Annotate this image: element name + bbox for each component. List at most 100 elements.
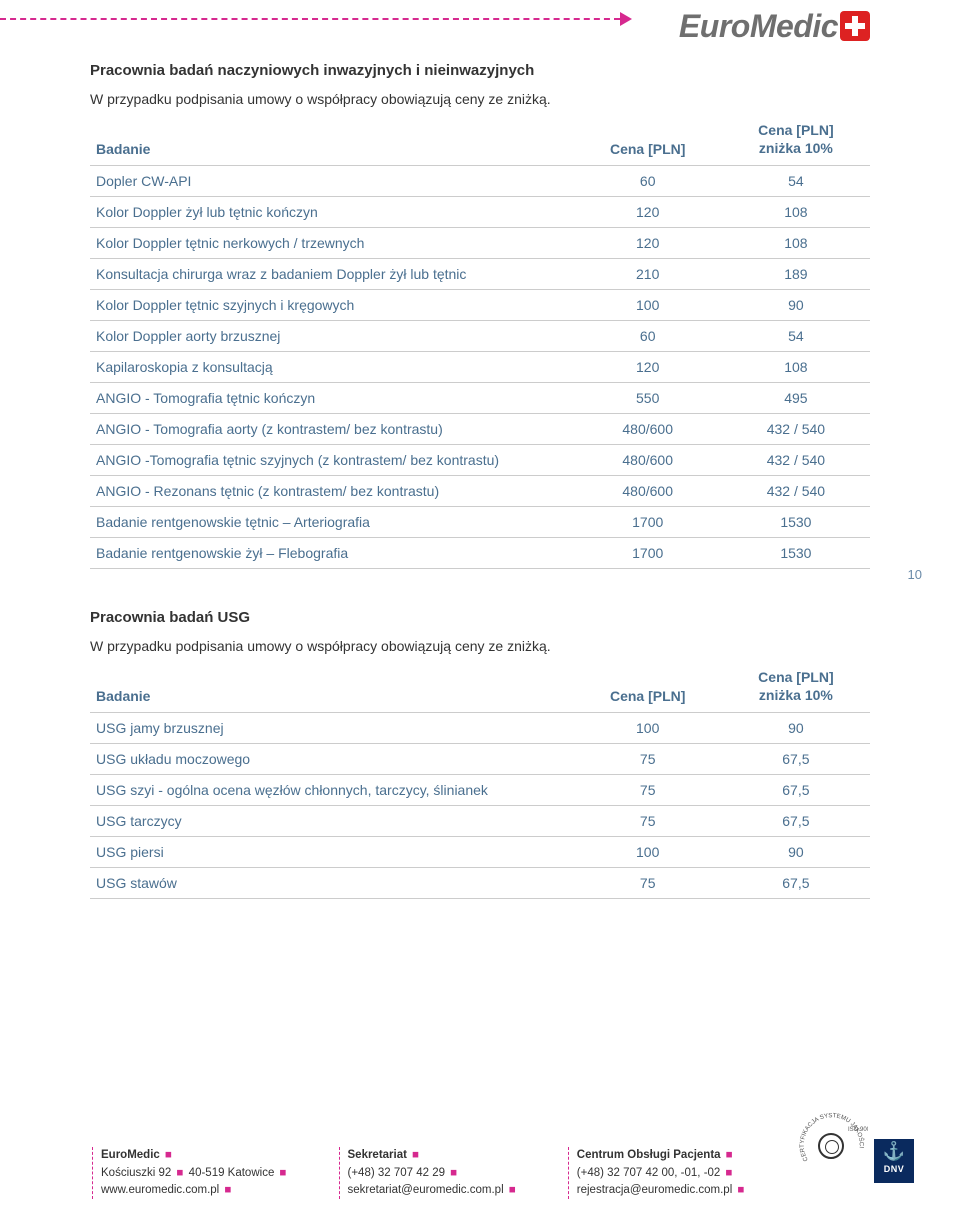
- cell-discount: 1530: [722, 538, 870, 569]
- cell-name: USG jamy brzusznej: [90, 713, 574, 744]
- col-znizka: Cena [PLN] zniżka 10%: [722, 664, 870, 713]
- table-row: Kapilaroskopia z konsultacją120108: [90, 352, 870, 383]
- cell-price: 75: [574, 806, 722, 837]
- footer-col-company: EuroMedic ■ Kościuszki 92 ■ 40-519 Katow…: [92, 1147, 289, 1199]
- cell-price: 120: [574, 352, 722, 383]
- cell-name: USG układu moczowego: [90, 744, 574, 775]
- svg-text:ISO 9001: ISO 9001: [848, 1127, 868, 1133]
- cell-discount: 108: [722, 197, 870, 228]
- footer-col-secretariat: Sekretariat ■ (+48) 32 707 42 29 ■ sekre…: [339, 1147, 518, 1199]
- cell-discount: 432 / 540: [722, 445, 870, 476]
- cross-icon: [840, 11, 870, 41]
- cell-name: Konsultacja chirurga wraz z badaniem Dop…: [90, 259, 574, 290]
- table-row: ANGIO - Rezonans tętnic (z kontrastem/ b…: [90, 476, 870, 507]
- cell-discount: 1530: [722, 507, 870, 538]
- page-content: Pracownia badań naczyniowych inwazyjnych…: [90, 62, 870, 899]
- cell-price: 1700: [574, 507, 722, 538]
- cell-discount: 90: [722, 837, 870, 868]
- table-header-row: .Badanie .Cena [PLN] Cena [PLN] zniżka 1…: [90, 664, 870, 713]
- cell-name: Kolor Doppler tętnic nerkowych / trzewny…: [90, 228, 574, 259]
- cell-discount: 54: [722, 321, 870, 352]
- header-dashed-line: [0, 18, 620, 20]
- cell-name: ANGIO - Tomografia aorty (z kontrastem/ …: [90, 414, 574, 445]
- col-cena: .Cena [PLN]: [574, 664, 722, 713]
- cell-name: USG stawów: [90, 868, 574, 899]
- cell-name: Badanie rentgenowskie tętnic – Arteriogr…: [90, 507, 574, 538]
- cell-name: Kolor Doppler żył lub tętnic kończyn: [90, 197, 574, 228]
- col-badanie: .Badanie: [90, 664, 574, 713]
- col-znizka: Cena [PLN] zniżka 10%: [722, 117, 870, 166]
- table-row: Kolor Doppler aorty brzusznej6054: [90, 321, 870, 352]
- table-header-row: .Badanie .Cena [PLN] Cena [PLN] zniżka 1…: [90, 117, 870, 166]
- cell-discount: 108: [722, 228, 870, 259]
- cell-discount: 108: [722, 352, 870, 383]
- col-cena: .Cena [PLN]: [574, 117, 722, 166]
- cell-discount: 67,5: [722, 806, 870, 837]
- cell-price: 480/600: [574, 445, 722, 476]
- cell-price: 210: [574, 259, 722, 290]
- cert-circle-icon: [818, 1133, 844, 1159]
- cell-discount: 432 / 540: [722, 476, 870, 507]
- cell-price: 60: [574, 321, 722, 352]
- cell-price: 75: [574, 744, 722, 775]
- table-row: USG układu moczowego7567,5: [90, 744, 870, 775]
- section2-title: Pracownia badań USG: [90, 609, 870, 626]
- table-row: USG piersi10090: [90, 837, 870, 868]
- cell-price: 480/600: [574, 476, 722, 507]
- cell-discount: 67,5: [722, 744, 870, 775]
- cell-name: Dopler CW-API: [90, 166, 574, 197]
- section1-subtext: W przypadku podpisania umowy o współprac…: [90, 91, 870, 107]
- cell-discount: 90: [722, 290, 870, 321]
- anchor-icon: ⚓: [883, 1139, 905, 1162]
- cell-name: USG piersi: [90, 837, 574, 868]
- cell-discount: 432 / 540: [722, 414, 870, 445]
- table-row: Kolor Doppler tętnic nerkowych / trzewny…: [90, 228, 870, 259]
- col-badanie: .Badanie: [90, 117, 574, 166]
- cell-discount: 67,5: [722, 868, 870, 899]
- table-row: Konsultacja chirurga wraz z badaniem Dop…: [90, 259, 870, 290]
- dnv-badge: ⚓ DNV: [874, 1139, 914, 1183]
- cell-name: ANGIO - Tomografia tętnic kończyn: [90, 383, 574, 414]
- cell-price: 120: [574, 228, 722, 259]
- table-row: Kolor Doppler tętnic szyjnych i kręgowyc…: [90, 290, 870, 321]
- cell-discount: 54: [722, 166, 870, 197]
- cell-price: 100: [574, 290, 722, 321]
- table-row: Badanie rentgenowskie żył – Flebografia1…: [90, 538, 870, 569]
- table-row: USG stawów7567,5: [90, 868, 870, 899]
- dnv-label: DNV: [884, 1164, 905, 1174]
- section1-title: Pracownia badań naczyniowych inwazyjnych…: [90, 62, 870, 79]
- cell-discount: 67,5: [722, 775, 870, 806]
- page-number: 10: [908, 567, 922, 582]
- brand-logo: EuroMedic: [679, 8, 870, 45]
- section2-table: .Badanie .Cena [PLN] Cena [PLN] zniżka 1…: [90, 664, 870, 899]
- section2-subtext: W przypadku podpisania umowy o współprac…: [90, 638, 870, 654]
- cell-name: Badanie rentgenowskie żył – Flebografia: [90, 538, 574, 569]
- cell-price: 1700: [574, 538, 722, 569]
- cell-name: Kolor Doppler aorty brzusznej: [90, 321, 574, 352]
- section1-table: .Badanie .Cena [PLN] Cena [PLN] zniżka 1…: [90, 117, 870, 569]
- cell-name: USG tarczycy: [90, 806, 574, 837]
- cell-name: Kolor Doppler tętnic szyjnych i kręgowyc…: [90, 290, 574, 321]
- table-row: ANGIO - Tomografia aorty (z kontrastem/ …: [90, 414, 870, 445]
- table-row: USG jamy brzusznej10090: [90, 713, 870, 744]
- cell-price: 75: [574, 775, 722, 806]
- table-row: Dopler CW-API6054: [90, 166, 870, 197]
- brand-logo-text: EuroMedic: [679, 8, 838, 44]
- cell-name: ANGIO -Tomografia tętnic szyjnych (z kon…: [90, 445, 574, 476]
- footer-col-patient-center: Centrum Obsługi Pacjenta ■ (+48) 32 707 …: [568, 1147, 747, 1199]
- cell-discount: 189: [722, 259, 870, 290]
- table-row: ANGIO - Tomografia tętnic kończyn550495: [90, 383, 870, 414]
- cell-price: 75: [574, 868, 722, 899]
- cell-price: 480/600: [574, 414, 722, 445]
- header-arrow-icon: [620, 12, 632, 26]
- cell-price: 60: [574, 166, 722, 197]
- table-row: Kolor Doppler żył lub tętnic kończyn1201…: [90, 197, 870, 228]
- cell-discount: 495: [722, 383, 870, 414]
- certification-badge: CERTYFIKACJA SYSTEMU JAKOŚCI ISO 9001 ⚓ …: [800, 1109, 920, 1199]
- cell-price: 100: [574, 713, 722, 744]
- cell-price: 100: [574, 837, 722, 868]
- table-row: USG tarczycy7567,5: [90, 806, 870, 837]
- page-footer: EuroMedic ■ Kościuszki 92 ■ 40-519 Katow…: [90, 1147, 870, 1199]
- cell-name: ANGIO - Rezonans tętnic (z kontrastem/ b…: [90, 476, 574, 507]
- cell-discount: 90: [722, 713, 870, 744]
